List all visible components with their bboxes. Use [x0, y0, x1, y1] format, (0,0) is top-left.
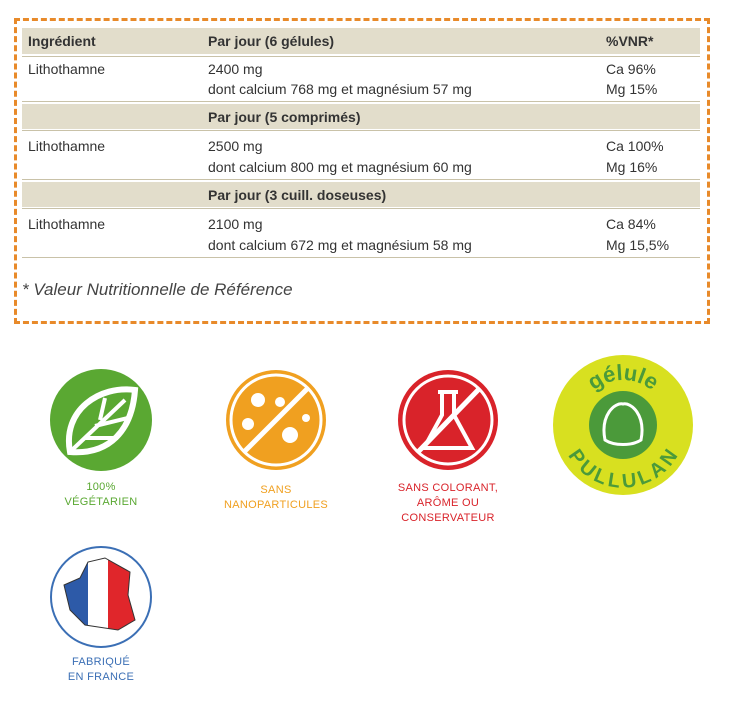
slash	[416, 386, 482, 454]
capsule	[602, 402, 644, 446]
row-rule	[22, 101, 700, 102]
cell: dont calcium 672 mg et magnésium 58 mg	[208, 237, 472, 253]
cell: 2400 mg	[208, 61, 263, 77]
row-rule	[22, 130, 700, 131]
dot	[275, 397, 285, 407]
heading-band	[22, 182, 700, 207]
cell: Lithothamne	[28, 138, 106, 154]
heading-band	[22, 104, 700, 129]
cell: Ca 96%	[606, 61, 656, 77]
row-rule	[22, 56, 700, 57]
dot	[242, 418, 254, 430]
cell: Mg 16%	[606, 159, 658, 175]
cell: Ca 84%	[606, 216, 656, 232]
pullulan-inner	[589, 391, 657, 459]
dot	[251, 393, 265, 407]
flask	[420, 390, 476, 450]
row-rule	[22, 257, 700, 258]
nano-ring	[229, 373, 323, 467]
dashed-frame	[14, 18, 710, 324]
cell: Ca 100%	[606, 138, 664, 154]
cell: Lithothamne	[28, 216, 106, 232]
caption-line: FABRIQUÉ	[71, 656, 131, 668]
header-band	[22, 28, 700, 54]
caption-line: SANS	[260, 484, 292, 496]
leaf-veins	[70, 397, 129, 452]
colorant-ring	[402, 374, 494, 466]
france-outline	[63, 557, 136, 631]
leaf	[65, 386, 139, 456]
cell: 2500 mg	[208, 138, 263, 154]
caption-line: EN FRANCE	[67, 671, 135, 683]
cell: Mg 15%	[606, 81, 658, 97]
cell: Lithothamne	[28, 61, 106, 77]
cell: dont calcium 800 mg et magnésium 60 mg	[208, 159, 472, 175]
header-cell: Ingrédient	[28, 33, 96, 49]
row-rule	[22, 208, 700, 209]
badge-caption: 100% VÉGÉTARIEN	[21, 480, 181, 510]
caption-line: NANOPARTICULES	[223, 499, 329, 511]
caption-line: CONSERVATEUR	[401, 512, 495, 524]
badge-caption: FABRIQUÉ EN FRANCE	[21, 655, 181, 685]
caption-line: SANS COLORANT,	[397, 482, 499, 494]
badge-caption: SANS NANOPARTICULES	[196, 483, 356, 513]
dot	[302, 414, 310, 422]
cell: 2100 mg	[208, 216, 263, 232]
cell: dont calcium 768 mg et magnésium 57 mg	[208, 81, 472, 97]
slash	[242, 386, 310, 454]
caption-line: VÉGÉTARIEN	[64, 496, 138, 508]
row-rule	[22, 179, 700, 180]
caption-line: ARÔME OU	[416, 497, 480, 509]
header-cell: Par jour (6 gélules)	[208, 33, 335, 49]
caption-line: 100%	[86, 481, 116, 493]
section-heading: Par jour (5 comprimés)	[208, 109, 361, 125]
badge-caption: SANS COLORANT, ARÔME OU CONSERVATEUR	[368, 481, 528, 526]
cell: Mg 15,5%	[606, 237, 670, 253]
section-heading: Par jour (3 cuill. doseuses)	[208, 187, 387, 203]
badges: gélule PULLULAN	[50, 355, 693, 648]
dot	[282, 427, 298, 443]
header-cell: %VNR*	[606, 33, 654, 49]
footnote: * Valeur Nutritionnelle de Référence	[22, 280, 293, 299]
